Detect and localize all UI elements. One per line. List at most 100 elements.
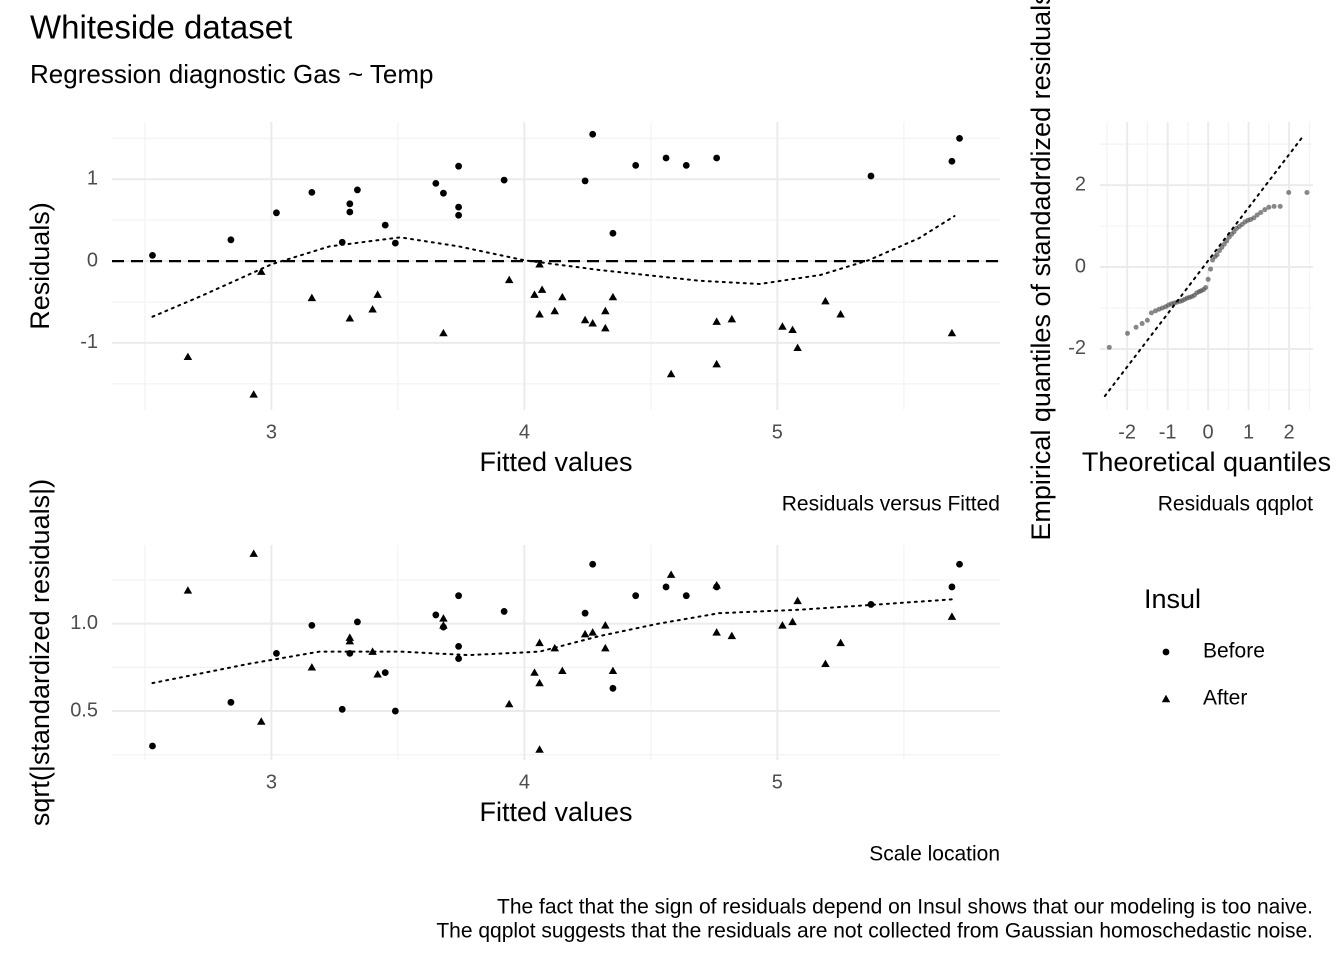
point-triangle [601,643,610,652]
point [632,161,640,169]
point [308,622,316,629]
point [1203,285,1209,291]
point [273,649,280,657]
point [455,211,462,219]
point-triangle [712,628,721,636]
point [1133,324,1139,330]
point [149,742,156,750]
point-triangle [535,638,544,647]
point [1162,648,1170,656]
point [338,705,346,713]
point-triangle [373,670,382,678]
point-triangle [821,659,830,668]
point [354,186,361,194]
point [956,560,963,568]
point-triangle [504,275,514,284]
point-triangle [257,267,266,275]
panel-caption: Residuals qqplot [1158,493,1313,516]
point [432,179,440,187]
point-triangle [183,586,193,594]
y-axis-title: sqrt(|standardized residuals|) [25,479,55,826]
point-triangle [666,570,676,578]
point [500,176,508,184]
point-triangle [608,666,618,675]
point-triangle [307,293,317,302]
point-triangle [601,306,610,315]
point [1208,266,1214,272]
point [589,560,597,568]
point-triangle [535,260,544,268]
x-axis-title: Fitted values [479,447,632,477]
point-triangle [588,319,597,327]
point [346,208,354,216]
point [1286,189,1292,195]
y-tick-label: -2 [1068,337,1086,359]
point-triangle [257,717,266,725]
point-triangle [368,647,377,655]
y-tick-label: 0 [87,249,98,271]
point-triangle [535,745,544,753]
x-axis-title: Theoretical quantiles [1082,447,1331,477]
point [440,189,447,197]
x-tick-label: 1 [1243,421,1254,443]
x-tick-label: 0 [1203,421,1214,443]
point-triangle [558,666,567,675]
point-triangle [712,317,721,325]
y-tick-label: 0 [1075,255,1086,277]
x-tick-label: 5 [772,771,783,793]
point-triangle [947,612,957,620]
point [1214,252,1220,258]
point-triangle [778,322,787,330]
point [1262,207,1268,213]
point [948,583,956,591]
point-triangle [727,314,737,323]
point [948,157,956,165]
point [1251,215,1257,221]
point-triangle [788,617,797,626]
point-triangle [439,621,448,629]
point-triangle [601,621,610,629]
point [1148,310,1154,316]
point [391,707,399,715]
y-tick-label: -1 [80,331,98,353]
point [662,154,670,162]
point [1266,204,1272,210]
point [867,601,875,608]
point [1258,210,1264,216]
point-triangle [249,549,258,557]
point-triangle [535,310,544,318]
point-triangle [947,328,957,337]
x-tick-label: 2 [1284,421,1295,443]
point-triangle [530,290,539,298]
x-tick-label: -1 [1159,421,1177,443]
x-tick-label: 3 [266,421,277,443]
point-triangle [550,306,559,315]
x-tick-label: 3 [266,771,277,793]
point [581,609,589,617]
x-axis-title: Fitted values [479,797,632,827]
point [149,251,156,259]
point [227,698,235,706]
point-triangle [307,663,317,671]
point [455,592,462,600]
point-triangle [712,580,721,589]
smooth-line [1103,134,1305,398]
point-triangle [580,629,590,638]
point-triangle [778,621,787,629]
point [432,611,440,619]
point [1277,203,1283,209]
point [867,172,875,180]
point-triangle [836,310,845,318]
page-caption: The fact that the sign of residuals depe… [497,896,1313,919]
point-triangle [368,305,377,313]
point-triangle [439,614,448,622]
smooth-line [151,598,956,685]
point [956,134,963,142]
point [500,608,508,615]
point-triangle [666,369,676,378]
panel-caption: Residuals versus Fitted [782,493,1000,516]
point-triangle [1161,694,1171,703]
point-triangle [601,323,610,332]
y-tick-label: 1.0 [70,612,98,634]
